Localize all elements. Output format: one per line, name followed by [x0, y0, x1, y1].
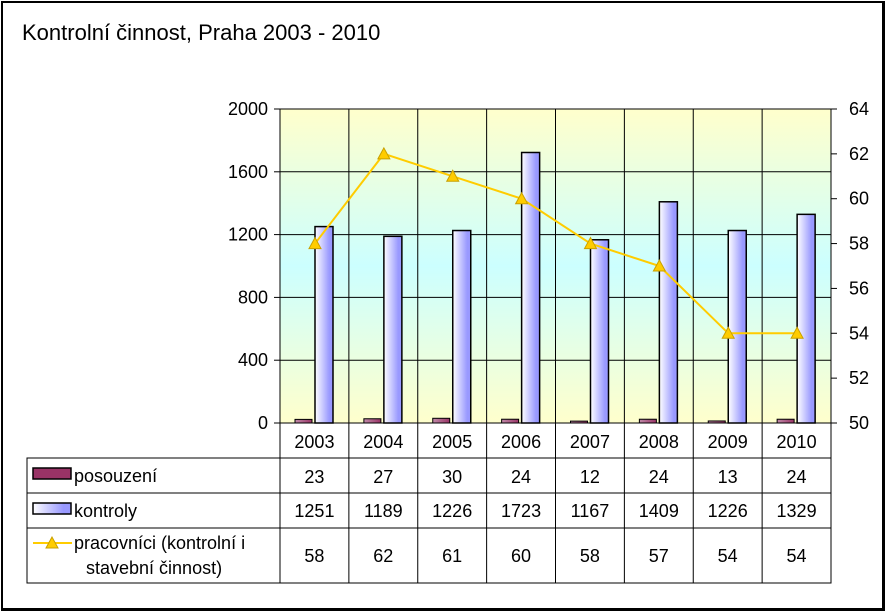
- y-left-tick-label: 1200: [228, 225, 268, 245]
- data-label: 1409: [639, 501, 679, 521]
- data-label: 54: [787, 546, 807, 566]
- legend-label-pracovnici-line2: stavební činnost): [86, 558, 222, 578]
- y-left-tick-label: 0: [258, 413, 268, 433]
- data-label: 58: [580, 546, 600, 566]
- y-right-tick-label: 58: [849, 234, 869, 254]
- x-tick-label: 2004: [363, 432, 403, 452]
- bar-posouzeni: [707, 420, 726, 424]
- data-label: 1723: [501, 501, 541, 521]
- data-label: 60: [511, 546, 531, 566]
- y-right-tick-label: 64: [849, 99, 869, 119]
- y-right-tick-label: 62: [849, 144, 869, 164]
- data-label: 1226: [432, 501, 472, 521]
- data-label: 24: [649, 467, 669, 487]
- x-tick-label: 2005: [432, 432, 472, 452]
- marker-pracovnici: [445, 169, 460, 182]
- data-label: 24: [511, 467, 531, 487]
- legend-key-kontroly: [32, 502, 72, 515]
- bar-posouzeni: [432, 417, 451, 424]
- marker-pracovnici: [652, 258, 667, 272]
- bar-posouzeni: [294, 418, 313, 424]
- table-border: [26, 457, 832, 584]
- legend-label-pracovnici-line1: pracovníci (kontrolní i: [74, 533, 245, 553]
- y-right-tick-label: 52: [849, 368, 869, 388]
- bar-kontroly: [589, 239, 610, 424]
- data-label: 1189: [364, 501, 403, 521]
- legend-key-pracovnici-marker: [45, 535, 59, 549]
- data-label: 54: [718, 546, 738, 566]
- y-right-tick-label: 50: [849, 413, 869, 433]
- data-label: 61: [442, 546, 462, 566]
- y-right-tick-label: 54: [849, 323, 869, 343]
- y-left-tick-label: 400: [238, 350, 268, 370]
- data-label: 23: [304, 467, 324, 487]
- data-label: 27: [373, 467, 393, 487]
- bar-posouzeni: [570, 420, 588, 424]
- x-tick-label: 2003: [294, 432, 334, 452]
- bar-kontroly: [520, 151, 541, 424]
- marker-pracovnici: [790, 326, 804, 339]
- chart-title: Kontrolní činnost, Praha 2003 - 2010: [22, 20, 381, 45]
- data-label: 30: [442, 467, 462, 487]
- data-label: 62: [373, 546, 393, 566]
- marker-pracovnici: [583, 236, 598, 250]
- data-label: 1329: [777, 501, 817, 521]
- y-left-tick-label: 1600: [228, 162, 268, 182]
- marker-pracovnici: [377, 146, 391, 160]
- bar-posouzeni: [363, 418, 382, 424]
- x-tick-label: 2007: [570, 432, 610, 452]
- data-label: 57: [649, 546, 669, 566]
- data-label: 1251: [294, 501, 334, 521]
- data-label: 13: [718, 467, 738, 487]
- marker-pracovnici: [308, 236, 322, 250]
- bar-kontroly: [727, 229, 747, 424]
- x-tick-label: 2009: [708, 432, 748, 452]
- x-tick-label: 2006: [501, 432, 541, 452]
- data-label: 24: [787, 467, 807, 487]
- x-tick-label: 2008: [639, 432, 679, 452]
- marker-pracovnici: [721, 326, 736, 339]
- bar-posouzeni: [776, 418, 795, 424]
- bar-kontroly: [452, 229, 472, 424]
- data-label: 58: [304, 546, 324, 566]
- y-left-tick-label: 800: [238, 287, 268, 307]
- bar-kontroly: [314, 225, 334, 424]
- x-tick-label: 2010: [777, 432, 817, 452]
- bar-kontroly: [383, 235, 403, 424]
- bar-kontroly: [658, 201, 679, 424]
- marker-pracovnici: [514, 191, 529, 205]
- legend-label-kontroly: kontroly: [74, 501, 137, 521]
- legend-label-posouzeni: posouzení: [74, 466, 157, 486]
- y-right-tick-label: 60: [849, 189, 869, 209]
- data-label: 12: [580, 467, 600, 487]
- y-right-tick-label: 56: [849, 278, 869, 298]
- line-pracovnici: [314, 152, 798, 335]
- bar-kontroly: [796, 213, 816, 424]
- y-left-tick-label: 2000: [228, 99, 268, 119]
- bar-posouzeni: [501, 418, 520, 424]
- data-label: 1226: [708, 501, 748, 521]
- bar-posouzeni: [638, 418, 657, 424]
- data-label: 1167: [571, 501, 610, 521]
- legend-key-posouzeni: [32, 467, 72, 480]
